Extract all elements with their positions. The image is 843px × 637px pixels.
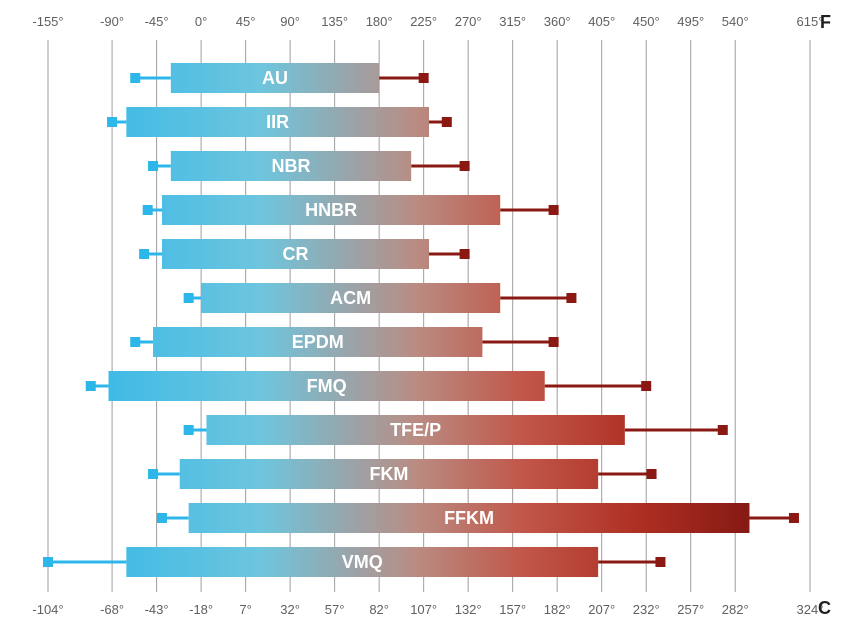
- material-bar: IIR: [107, 107, 452, 137]
- hot-whisker-cap-icon: [460, 249, 470, 259]
- material-bar: CR: [139, 239, 469, 269]
- hot-whisker-cap-icon: [718, 425, 728, 435]
- material-label: AU: [262, 68, 288, 88]
- top-axis-tick: 270°: [455, 14, 482, 29]
- top-axis-tick: 540°: [722, 14, 749, 29]
- bottom-axis-tick: 32°: [280, 602, 300, 617]
- cold-whisker-cap-icon: [107, 117, 117, 127]
- material-label: TFE/P: [390, 420, 441, 440]
- cold-whisker-cap-icon: [148, 161, 158, 171]
- hot-whisker-cap-icon: [789, 513, 799, 523]
- top-axis-tick: 0°: [195, 14, 207, 29]
- material-label: HNBR: [305, 200, 357, 220]
- bottom-axis-tick: 182°: [544, 602, 571, 617]
- bottom-axis-unit: C: [818, 598, 831, 618]
- bottom-axis-tick: -104°: [32, 602, 63, 617]
- hot-whisker-cap-icon: [549, 337, 559, 347]
- top-axis-tick: 45°: [236, 14, 256, 29]
- material-label: FKM: [369, 464, 408, 484]
- material-label: VMQ: [342, 552, 383, 572]
- bottom-axis-tick: 207°: [588, 602, 615, 617]
- bottom-axis-tick: 132°: [455, 602, 482, 617]
- hot-whisker-cap-icon: [647, 469, 657, 479]
- top-axis-tick: 90°: [280, 14, 300, 29]
- cold-whisker-cap-icon: [157, 513, 167, 523]
- top-axis-unit: F: [820, 12, 831, 32]
- bottom-axis-tick: 57°: [325, 602, 345, 617]
- hot-whisker-cap-icon: [641, 381, 651, 391]
- material-bar: FKM: [148, 459, 657, 489]
- hot-whisker-cap-icon: [549, 205, 559, 215]
- top-axis-tick: 450°: [633, 14, 660, 29]
- hot-whisker-cap-icon: [655, 557, 665, 567]
- top-axis-tick: 495°: [677, 14, 704, 29]
- bottom-axis-tick: 157°: [499, 602, 526, 617]
- material-label: ACM: [330, 288, 371, 308]
- bottom-axis-tick: -68°: [100, 602, 124, 617]
- bottom-axis-tick: 257°: [677, 602, 704, 617]
- top-axis-tick: 135°: [321, 14, 348, 29]
- material-label: NBR: [272, 156, 311, 176]
- bottom-axis-tick: 282°: [722, 602, 749, 617]
- top-axis-tick: -155°: [32, 14, 63, 29]
- bottom-axis-tick: -18°: [189, 602, 213, 617]
- top-axis-tick: 360°: [544, 14, 571, 29]
- material-label: CR: [282, 244, 308, 264]
- top-axis-tick: 405°: [588, 14, 615, 29]
- cold-whisker-cap-icon: [139, 249, 149, 259]
- bottom-axis-tick: 82°: [369, 602, 389, 617]
- material-label: EPDM: [292, 332, 344, 352]
- top-axis-tick: 180°: [366, 14, 393, 29]
- bottom-axis-tick: 232°: [633, 602, 660, 617]
- material-bar: HNBR: [143, 195, 559, 225]
- cold-whisker-cap-icon: [184, 293, 194, 303]
- cold-whisker-cap-icon: [148, 469, 158, 479]
- bottom-axis-tick: 107°: [410, 602, 437, 617]
- cold-whisker-cap-icon: [130, 337, 140, 347]
- temperature-range-chart: -155° -90° -45° 0° 45° 90° 135° 180° 225° 270° 315…: [0, 0, 843, 637]
- material-bar: FFKM: [157, 503, 799, 533]
- hot-whisker-cap-icon: [460, 161, 470, 171]
- cold-whisker-cap-icon: [130, 73, 140, 83]
- bottom-axis-tick: 7°: [239, 602, 251, 617]
- hot-whisker-cap-icon: [566, 293, 576, 303]
- top-axis-tick: 315°: [499, 14, 526, 29]
- material-label: IIR: [266, 112, 289, 132]
- hot-whisker-cap-icon: [419, 73, 429, 83]
- bottom-axis-tick: -43°: [145, 602, 169, 617]
- hot-whisker-cap-icon: [442, 117, 452, 127]
- cold-whisker-cap-icon: [43, 557, 53, 567]
- material-label: FFKM: [444, 508, 494, 528]
- cold-whisker-cap-icon: [184, 425, 194, 435]
- material-label: FMQ: [307, 376, 347, 396]
- top-axis-tick: -90°: [100, 14, 124, 29]
- top-axis-tick: -45°: [145, 14, 169, 29]
- material-bar: VMQ: [43, 547, 665, 577]
- cold-whisker-cap-icon: [86, 381, 96, 391]
- cold-whisker-cap-icon: [143, 205, 153, 215]
- top-axis-tick: 225°: [410, 14, 437, 29]
